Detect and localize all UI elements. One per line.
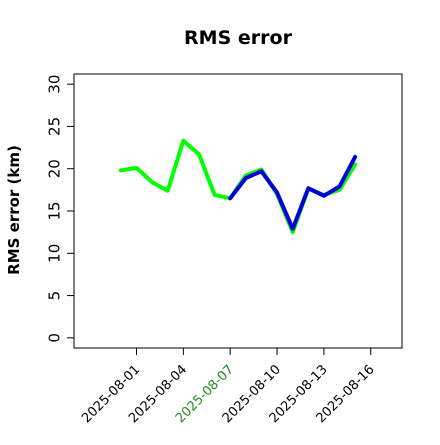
series-layer <box>118 138 358 235</box>
x-axis: 2025-08-012025-08-042025-08-072025-08-10… <box>79 347 378 426</box>
plot-frame <box>73 73 403 349</box>
series-line-2 <box>228 154 358 231</box>
y-tick-label: 0 <box>45 333 63 343</box>
y-tick-label: 30 <box>45 75 63 94</box>
y-tick-label: 20 <box>45 159 63 178</box>
y-tick-label: 10 <box>45 244 63 263</box>
y-axis-label: RMS error (km) <box>5 145 23 275</box>
chart-title: RMS error <box>184 27 293 49</box>
y-tick-label: 5 <box>45 291 63 301</box>
y-axis: 0 5 10 15 20 25 30 <box>45 75 75 343</box>
y-tick-label: 15 <box>45 201 63 220</box>
y-tick-label: 25 <box>45 117 63 136</box>
